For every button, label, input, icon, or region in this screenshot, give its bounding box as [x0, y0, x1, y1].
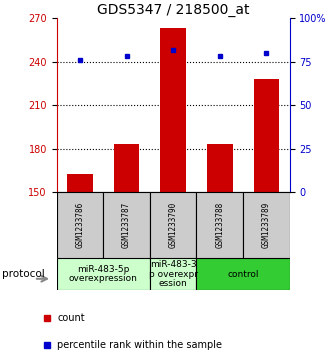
Text: GSM1233790: GSM1233790 — [168, 202, 178, 248]
Bar — [243, 192, 290, 258]
Bar — [150, 192, 196, 258]
Bar — [114, 144, 139, 192]
Title: GDS5347 / 218500_at: GDS5347 / 218500_at — [97, 3, 249, 17]
Text: GSM1233789: GSM1233789 — [262, 202, 271, 248]
Bar — [196, 192, 243, 258]
Text: GSM1233787: GSM1233787 — [122, 202, 131, 248]
Bar — [161, 28, 186, 192]
Bar — [67, 174, 93, 192]
Text: count: count — [57, 313, 85, 323]
Text: percentile rank within the sample: percentile rank within the sample — [57, 340, 222, 350]
Bar — [57, 258, 150, 290]
Bar — [254, 79, 279, 192]
Text: protocol: protocol — [2, 269, 44, 279]
Bar — [57, 192, 103, 258]
Bar — [196, 258, 290, 290]
Bar — [207, 144, 232, 192]
Text: control: control — [227, 270, 259, 278]
Text: GSM1233786: GSM1233786 — [75, 202, 85, 248]
Text: miR-483-5p
overexpression: miR-483-5p overexpression — [69, 265, 138, 284]
Text: miR-483-3
p overexpr
ession: miR-483-3 p overexpr ession — [149, 260, 198, 288]
Bar — [103, 192, 150, 258]
Text: GSM1233788: GSM1233788 — [215, 202, 224, 248]
Bar — [150, 258, 196, 290]
